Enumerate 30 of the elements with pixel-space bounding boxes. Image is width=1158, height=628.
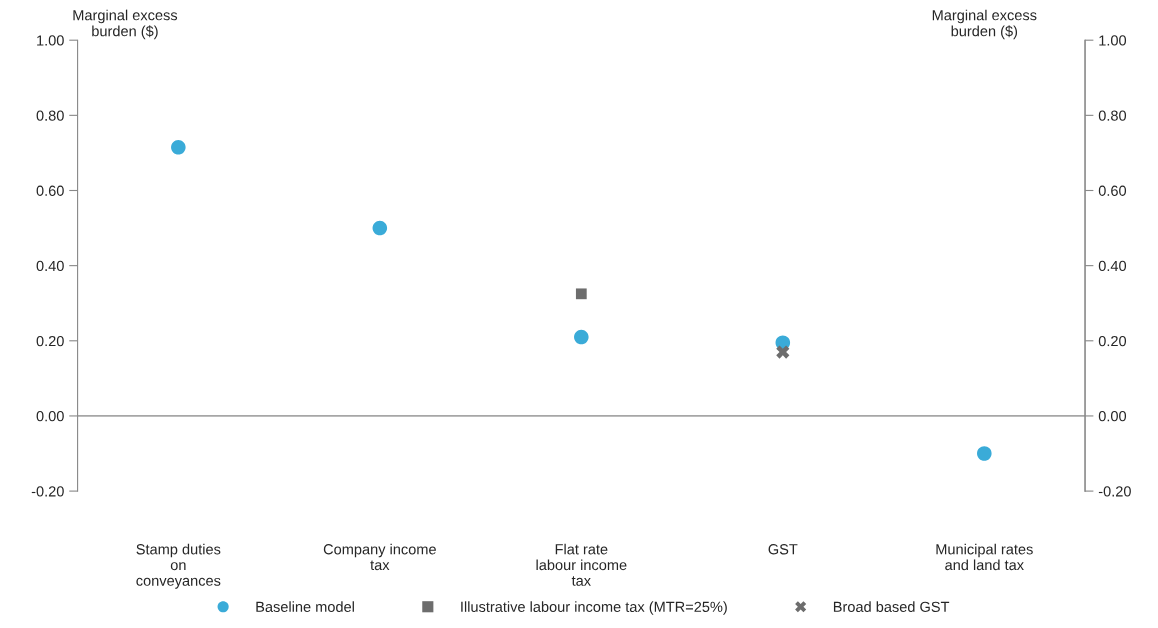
y2-tick-label: 0.80 [1098,110,1127,121]
y-tick-label: 0.60 [36,185,64,196]
y2-tick-label: 0.20 [1098,335,1127,347]
y2-tick-label: -0.20 [1098,486,1131,497]
y-tick-label: -0.20 [31,486,64,497]
x-tick-label: Company income tax [323,543,436,571]
y-tick-label: 0.80 [36,110,64,121]
x-tick-label: GST [768,544,798,555]
x-tick-label: Stamp duties on conveyances [136,543,221,589]
point [776,345,790,359]
y-tick-label: 0.00 [36,411,64,422]
point [977,446,992,461]
legend-label: Baseline model [256,601,354,612]
y-tick-label: 0.20 [36,335,64,347]
x-tick-label: Municipal rates and land tax [936,543,1033,571]
y2-tick-label: 0.00 [1098,411,1127,422]
y2-tick-label: 0.40 [1098,260,1127,272]
legend-label: Broad based GST [833,601,950,612]
y-tick-label: 1.00 [37,35,64,46]
y-tick-label: 0.40 [36,260,64,272]
legend-label: Illustrative labour income tax (MTR=25%) [461,601,727,615]
point [372,220,388,236]
y-axis-title: Marginal excess burden ($) [73,9,178,40]
point [574,329,589,345]
point [171,140,186,155]
y2-tick-label: 0.60 [1098,185,1127,196]
x-tick-label: Flat rate labour income tax [536,543,627,586]
point [575,288,587,300]
y2-axis-title: Marginal excess burden ($) [932,9,1037,40]
y2-tick-label: 1.00 [1099,35,1127,46]
